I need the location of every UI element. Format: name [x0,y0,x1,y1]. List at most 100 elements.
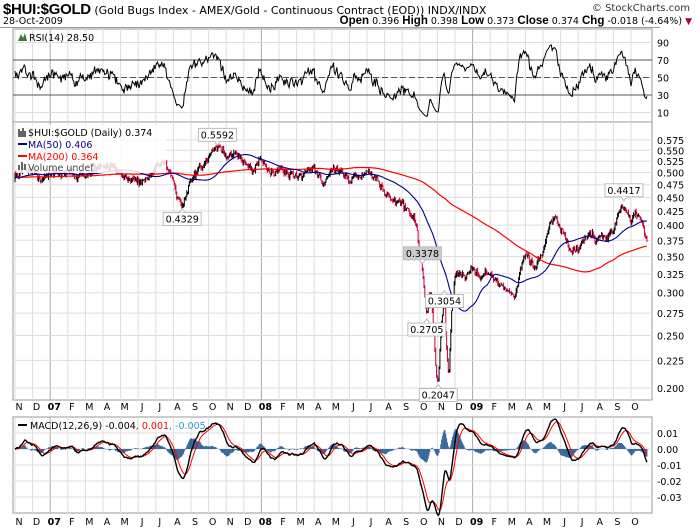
price-x-tick-label: S [192,402,198,413]
price-x-tick-label: M [543,402,551,413]
macd-x-tick-label: F [69,517,74,528]
macd-x-tick-label: J [351,517,355,528]
macd-x-tick-label: 08 [259,517,273,528]
macd-x-tick-label: A [385,517,392,528]
macd-value: MACD(12,26,9) -0.004 [30,421,136,432]
macd-x-tick-label: F [280,517,285,528]
macd-x-tick-label: J [562,517,566,528]
price-y-tick-label: 0.350 [657,252,684,263]
price-annotation: 0.4329 [162,207,202,227]
macd-x-tick-label: A [174,517,181,528]
annotation-label: 0.4417 [607,186,640,197]
annotation-label: 0.2047 [422,391,455,402]
price-annotation: 0.3378 [402,246,442,265]
chg-value: -0.018 (-4.64%) [607,16,683,27]
price-y-tick-label: 0.200 [657,384,684,395]
price-x-tick-label: D [244,402,251,413]
macd-x-tick-label: M [508,517,516,528]
macd-panel [14,418,648,517]
price-y-tick-label: 0.225 [657,356,684,367]
price-legend-bg [16,125,166,173]
brand-link[interactable]: © StockCharts.com [591,3,690,14]
annotation-label: 0.2705 [410,325,443,336]
price-x-tick-label: 07 [48,402,61,413]
price-x-tick-label: J [369,402,373,413]
macd-title: MACD(12,26,9) -0.004, 0.001, -0.005 [30,421,206,432]
ma200-line [15,166,648,273]
price-x-tick-label: J [580,402,584,413]
header-divider [0,27,660,28]
rsi-legend-icon [18,33,27,41]
open-label: Open [339,15,370,27]
macd-x-tick-label: M [543,517,551,528]
price-x-tick-label: O [631,402,638,413]
price-x-tick-label: S [614,402,620,413]
low-label: Low [461,15,485,27]
rsi-frame [12,28,653,123]
ma200-legend: MA(200) 0.364 [28,152,98,163]
annotation-label: 0.5592 [201,130,234,141]
macd-x-tick-label: D [33,517,40,528]
price-annotation: 0.5592 [197,127,237,147]
macd-x-tick-label: M [332,517,340,528]
macd-x-tick-label: S [192,517,198,528]
price-x-tick-label: F [491,402,496,413]
price-y-tick-label: 0.475 [657,181,684,192]
price-y-tick-label: 0.575 [657,136,684,147]
price-x-tick-label: J [562,402,566,413]
macd-x-tick-label: A [597,517,604,528]
macd-x-tick-label: A [104,517,111,528]
price-x-tick-label: N [438,402,445,413]
rsi-y-tick-label: 10 [657,109,669,120]
annotation-pointer [419,259,426,265]
annotation-label: 0.3378 [406,249,439,260]
volume-legend-icon [18,162,26,170]
price-x-tick-label: A [526,402,533,413]
chart-title: $HUI:$GOLD (Gold Bugs Index - AMEX/Gold … [3,1,486,18]
macd-x-tick-label: M [85,517,93,528]
price-x-tick-label: M [85,402,93,413]
price-x-tick-label: J [140,402,144,413]
axes: NNDD0707FFMMAAMMJJJJAASSOONNDD0808FFMMAA… [15,39,684,529]
price-x-tick-label: M [332,402,340,413]
annotation-pointer [620,196,628,202]
price-annotation: 0.4417 [604,183,644,202]
macd-x-tick-label: J [140,517,144,528]
price-x-tick-label: 08 [259,402,273,413]
price-x-tick-label: A [597,402,604,413]
annotation-pointer [178,207,186,213]
close-value: 0.374 [551,16,579,27]
macd-x-tick-label: M [296,517,304,528]
price-x-tick-label: F [280,402,285,413]
price-x-tick-label: D [455,402,462,413]
macd-x-tick-label: 07 [48,517,61,528]
rsi-line [14,44,648,117]
macd-x-tick-label: N [15,517,22,528]
price-annotation: 0.2047 [418,383,458,403]
rsi-title: RSI(14) 28.50 [29,33,94,44]
price-annotation: 0.3054 [424,289,464,309]
macd-x-tick-label: J [580,517,584,528]
rsi-y-tick-label: 70 [657,56,669,67]
price-y-tick-label: 0.250 [657,332,684,343]
price-y-tick-label: 0.525 [657,157,684,168]
price-x-tick-label: A [104,402,111,413]
macd-legend: MACD(12,26,9) -0.004, 0.001, -0.005 [18,421,206,432]
price-x-tick-label: D [33,402,40,413]
price-x-tick-label: O [420,402,427,413]
macd-x-tick-label: D [244,517,251,528]
price-y-tick-label: 0.325 [657,270,684,281]
close-label: Close [517,15,549,27]
macd-y-tick-label: -0.02 [657,477,682,488]
macd-x-tick-label: A [526,517,533,528]
annotation-pointer [214,141,221,147]
high-label: High [402,15,428,27]
annotation-pointer [423,318,431,324]
price-x-tick-label: F [69,402,74,413]
price-y-tick-label: 0.450 [657,193,684,204]
down-arrow-icon: ▼ [685,17,692,27]
price-y-tick-label: 0.425 [657,207,684,218]
price-x-tick-label: M [508,402,516,413]
